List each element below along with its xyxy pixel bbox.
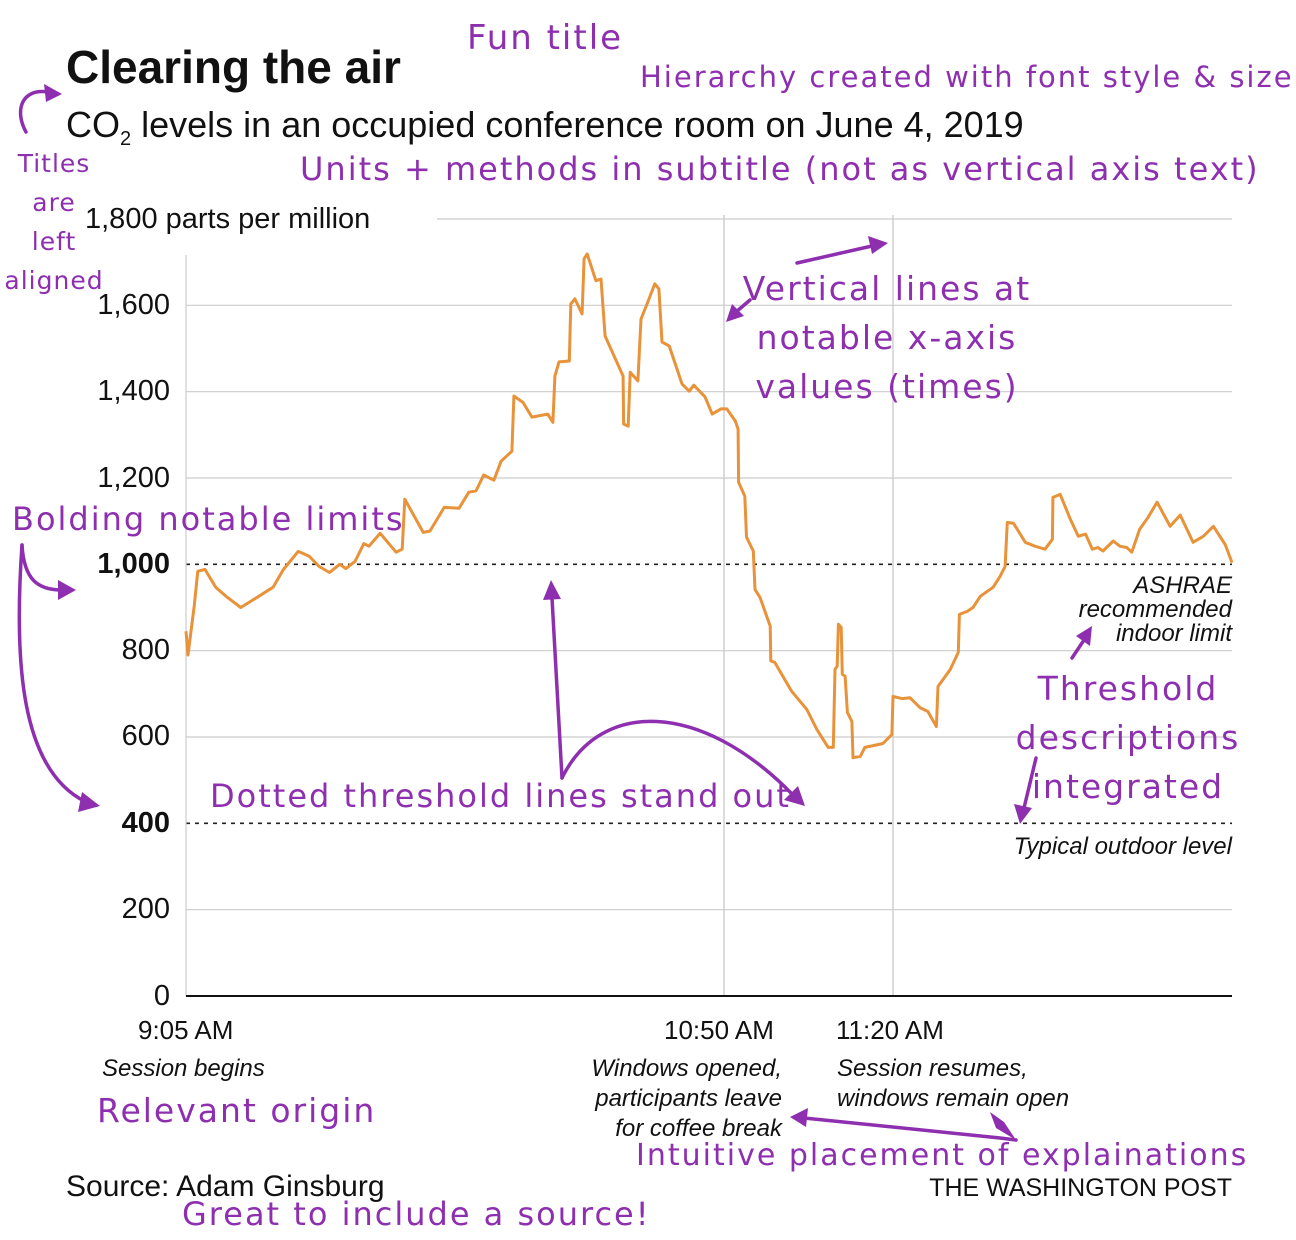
annotation-dotted: Dotted threshold lines stand out xyxy=(210,777,791,815)
annotation-line: Titles xyxy=(17,149,91,178)
annotation-titles-left: Titles are left aligned xyxy=(4,144,104,300)
note-line: participants leave xyxy=(595,1085,782,1112)
annotation-line: descriptions xyxy=(1015,718,1241,757)
subtitle-rest: levels in an occupied conference room on… xyxy=(131,104,1024,145)
annotation-threshold-desc: Threshold descriptions integrated xyxy=(1010,664,1246,811)
threshold-line: recommended xyxy=(1078,596,1232,623)
y-tick-label: 600 xyxy=(121,720,170,752)
arrow-placement-icon xyxy=(802,1116,1018,1142)
threshold-label-ashrae: ASHRAE recommended indoor limit xyxy=(1079,574,1232,646)
arrow-head-icon xyxy=(868,236,888,254)
arrow-head-icon xyxy=(790,1108,808,1127)
threshold-line: indoor limit xyxy=(1115,620,1232,647)
annotation-bolding: Bolding notable limits xyxy=(12,500,405,538)
arrow-head-icon xyxy=(784,786,805,806)
annotation-line: aligned xyxy=(4,266,104,295)
threshold-label-outdoor: Typical outdoor level xyxy=(1013,833,1232,860)
arrow-head-icon xyxy=(44,84,62,102)
y-tick-label-bold: 400 xyxy=(121,807,170,839)
annotation-line: Vertical lines at xyxy=(742,269,1032,308)
arrow-bold-1000-icon xyxy=(20,543,64,592)
annotation-placement: Intuitive placement of explainations xyxy=(636,1138,1249,1173)
chart-title: Clearing the air xyxy=(66,41,401,93)
y-tick-label: 1,400 xyxy=(97,375,170,407)
annotation-line: Threshold xyxy=(1037,669,1219,708)
note-line: for coffee break xyxy=(615,1115,782,1142)
annotation-line: integrated xyxy=(1031,767,1225,806)
arrow-dotted-right-icon xyxy=(560,719,794,796)
threshold-line: ASHRAE xyxy=(1133,572,1232,599)
x-note-windows-opened: Windows opened, participants leave for c… xyxy=(591,1054,782,1144)
co2-series-line xyxy=(184,252,1234,760)
chart-subtitle: CO2 levels in an occupied conference roo… xyxy=(66,104,1024,151)
y-tick-label: 1,200 xyxy=(97,462,170,494)
note-line: windows remain open xyxy=(837,1085,1070,1112)
annotation-origin: Relevant origin xyxy=(97,1091,377,1130)
subtitle-co: CO xyxy=(66,104,120,145)
subtitle-sub: 2 xyxy=(120,128,132,151)
annotation-vertical-lines: Vertical lines at notable x-axis values … xyxy=(737,264,1037,411)
y-tick-label: 200 xyxy=(121,893,170,925)
y-tick-top-label: 1,800 parts per million xyxy=(85,203,371,235)
arrow-titles-icon xyxy=(18,89,50,134)
note-line: Windows opened, xyxy=(591,1055,782,1082)
annotation-line: left xyxy=(31,227,77,256)
annotation-hierarchy: Hierarchy created with font style & size xyxy=(640,60,1294,94)
arrow-vertical-left-icon xyxy=(734,298,752,314)
annotation-arrows xyxy=(17,84,1092,1142)
arrow-dotted-up-icon xyxy=(550,596,564,780)
publisher-credit: THE WASHINGTON POST xyxy=(929,1174,1232,1202)
arrow-head-icon xyxy=(1014,804,1032,824)
arrow-ashrae-icon xyxy=(1070,638,1086,660)
arrow-head-icon xyxy=(78,792,100,812)
annotation-source: Great to include a source! xyxy=(182,1195,651,1233)
x-tick-label: 9:05 AM xyxy=(138,1015,234,1045)
arrow-head-icon xyxy=(1076,626,1092,646)
arrow-head-icon xyxy=(58,580,76,600)
y-tick-label: 1,600 xyxy=(97,289,170,321)
y-tick-label: 800 xyxy=(121,634,170,666)
source-credit: Source: Adam Ginsburg xyxy=(66,1170,385,1203)
annotation-line: are xyxy=(32,188,76,217)
x-note-session-resumes: Session resumes, windows remain open xyxy=(837,1054,1069,1114)
arrow-vertical-right-icon xyxy=(795,244,874,265)
annotation-line: notable x-axis xyxy=(756,318,1018,357)
arrow-bold-400-icon xyxy=(17,543,88,804)
x-note-session-begins: Session begins xyxy=(102,1055,265,1082)
note-line: Session resumes, xyxy=(837,1055,1028,1082)
annotation-units: Units + methods in subtitle (not as vert… xyxy=(300,150,1260,188)
y-tick-label: 0 xyxy=(153,980,170,1012)
x-tick-label: 11:20 AM xyxy=(836,1015,944,1045)
annotation-line: values (times) xyxy=(755,367,1019,406)
annotation-fun-title: Fun title xyxy=(467,18,624,58)
y-tick-label-bold: 1,000 xyxy=(97,548,170,580)
arrow-outdoor-icon xyxy=(1022,756,1038,810)
arrow-head-icon xyxy=(726,304,744,322)
arrow-head-icon xyxy=(990,1112,1016,1140)
arrow-head-icon xyxy=(543,580,561,600)
x-tick-label: 10:50 AM xyxy=(664,1015,774,1045)
